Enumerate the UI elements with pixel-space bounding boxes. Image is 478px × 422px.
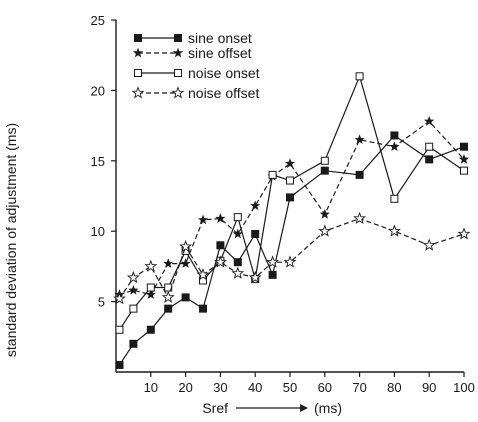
data-point: [129, 339, 138, 348]
data-point: [319, 208, 330, 219]
legend-marker: [132, 47, 144, 58]
legend-marker: [131, 86, 145, 99]
x-axis-arrow: [236, 404, 308, 412]
series-line: [119, 120, 465, 296]
x-tick-label: 100: [453, 380, 475, 395]
y-axis-ticks: 5 10 15 20 25: [91, 13, 116, 310]
data-point: [180, 258, 191, 268]
data-point: [268, 170, 277, 179]
data-point: [286, 193, 294, 202]
data-point: [389, 141, 400, 152]
legend-marker: [174, 69, 182, 77]
x-axis-title: Sref: [202, 400, 228, 416]
series-3: [113, 211, 471, 305]
x-tick-label: 10: [144, 380, 158, 395]
data-point: [284, 158, 296, 168]
legend-marker: [171, 86, 185, 99]
data-point: [196, 268, 210, 281]
x-tick-label: 60: [318, 380, 332, 395]
data-point: [318, 224, 332, 237]
x-tick-label: 70: [352, 380, 366, 395]
data-point: [387, 224, 401, 237]
data-point: [199, 304, 207, 313]
x-axis-unit: (ms): [314, 400, 342, 416]
data-point: [283, 255, 297, 268]
data-point: [390, 131, 399, 140]
data-point: [355, 72, 364, 81]
data-point: [231, 266, 245, 279]
data-point: [353, 211, 367, 225]
y-tick-label: 10: [91, 224, 105, 239]
series-layer: [113, 72, 471, 369]
legend-marker: [174, 34, 182, 42]
legend-marker: [134, 34, 142, 42]
x-tick-label: 30: [213, 380, 227, 395]
data-point: [179, 239, 193, 253]
data-point: [144, 259, 158, 272]
y-tick-label: 5: [98, 295, 105, 310]
data-point: [268, 270, 277, 279]
legend-marker: [134, 69, 142, 77]
data-point: [232, 228, 243, 239]
data-point: [115, 360, 124, 369]
x-tick-label: 20: [178, 380, 192, 395]
data-point: [390, 194, 399, 203]
data-point: [113, 291, 126, 305]
data-point: [320, 156, 329, 165]
data-point: [197, 214, 209, 225]
legend-label: sine onset: [188, 30, 252, 46]
data-point: [424, 116, 435, 126]
x-tick-label: 80: [387, 380, 401, 395]
series-1: [114, 116, 470, 299]
y-tick-label: 25: [91, 13, 105, 28]
x-tick-label: 90: [422, 380, 436, 395]
series-line: [118, 74, 465, 331]
data-point: [146, 283, 155, 292]
legend-marker: [172, 47, 184, 58]
data-point: [145, 289, 156, 299]
data-point: [129, 304, 138, 313]
data-point: [460, 166, 468, 175]
data-point: [355, 170, 364, 179]
data-point: [425, 155, 434, 164]
data-point: [126, 270, 140, 284]
data-point: [161, 290, 175, 303]
y-tick-label: 20: [91, 83, 105, 98]
data-point: [266, 255, 280, 268]
data-point: [163, 258, 174, 268]
legend-label: noise onset: [188, 65, 260, 81]
y-axis-title: standard deviation of adjustment (ms): [3, 123, 19, 357]
data-point: [422, 238, 436, 251]
data-point: [233, 213, 242, 222]
data-point: [457, 227, 471, 240]
series-line: [118, 217, 465, 300]
data-point: [458, 154, 470, 164]
data-point: [251, 230, 260, 239]
legend-label: noise offset: [188, 85, 259, 101]
data-point: [320, 166, 329, 175]
data-point: [460, 142, 468, 151]
data-point: [181, 293, 190, 302]
data-point: [425, 142, 434, 151]
x-tick-label: 40: [248, 380, 262, 395]
data-point: [286, 176, 294, 185]
data-point: [215, 213, 226, 223]
data-point: [216, 241, 225, 250]
data-point: [248, 270, 262, 284]
x-axis-ticks: 10 20 30 40 50 60 70 80 90 100: [144, 372, 475, 395]
data-point: [213, 255, 227, 268]
data-point: [233, 258, 242, 267]
data-point: [146, 325, 155, 334]
data-point: [128, 284, 139, 295]
legend-label: sine offset: [188, 45, 252, 61]
data-point: [115, 325, 124, 334]
data-point: [354, 134, 365, 145]
data-point: [164, 304, 173, 313]
y-tick-label: 15: [91, 154, 105, 169]
data-point: [250, 200, 261, 211]
x-tick-label: 50: [283, 380, 297, 395]
